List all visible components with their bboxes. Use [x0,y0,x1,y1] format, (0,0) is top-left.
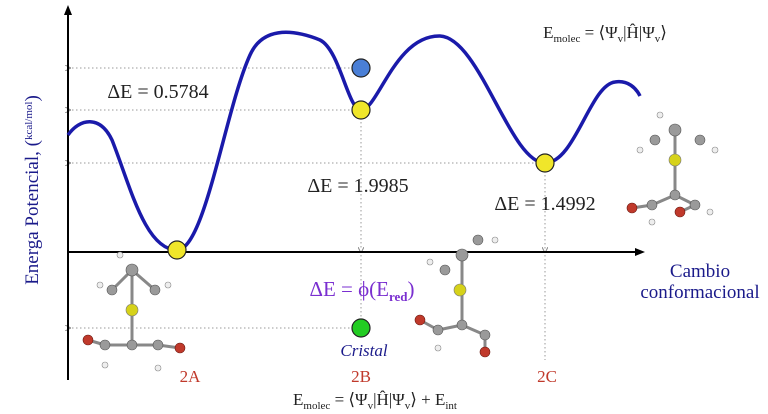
delta-reduced: ΔE = ϕ(Ered) [309,277,414,304]
eq-part: ⟩ [660,23,667,42]
eq-part: E [293,390,303,409]
eq-part: molec [303,400,330,412]
eq-part: v [368,400,374,412]
point-2b [351,100,371,120]
x-axis-label: conformacional [640,282,759,303]
eq-part: v [405,400,411,412]
point-2c [535,153,555,173]
eq-part: v [655,33,661,45]
conformer-label: 2C [537,367,557,386]
conformer-label: 2A [180,367,202,386]
eq-part: red [389,289,408,304]
eq-part: |Ĥ|Ψ [373,390,405,409]
point-crystal [351,318,371,338]
conformer-label: 2B [351,367,371,386]
point-2a [167,240,187,260]
x-axis-label: Cambio [670,261,730,282]
label-part: ) [22,95,43,101]
eq-part: ) [408,277,415,301]
eq-part: int [445,400,457,412]
crystal-label: Cristal [340,341,388,360]
label-part: Energa Potencial, ( [22,140,43,285]
eq-part: |Ĥ|Ψ [623,23,655,42]
eq-part: ⟩ + E [410,390,445,409]
eq-part: ΔE = ϕ(E [309,277,389,301]
eq-part: E [543,23,553,42]
delta-label: ΔE = 1.4992 [494,193,595,215]
delta-label: ΔE = 0.5784 [107,81,208,103]
eq-part: = ⟨Ψ [330,390,368,409]
eq-part: v [618,33,624,45]
molecule-2b [414,234,499,358]
delta-label: ΔE = 1.9985 [307,175,408,197]
point-blue [351,58,371,78]
label-part: kcal [23,122,35,140]
equation-top: Emolec = ⟨Ψv|Ĥ|Ψv⟩ [543,23,667,45]
guides [68,68,545,360]
label-part: mol [23,102,35,119]
eq-part: = ⟨Ψ [580,23,618,42]
eq-part: molec [553,33,580,45]
y-axis-label: Energa Potencial, (kcal/mol) [22,95,43,285]
equation-bottom: Emolec = ⟨Ψv|Ĥ|Ψv⟩ + Eint [293,390,457,412]
molecule-2a [82,251,186,372]
molecule-2c [626,111,719,226]
energy-curve [66,30,642,252]
